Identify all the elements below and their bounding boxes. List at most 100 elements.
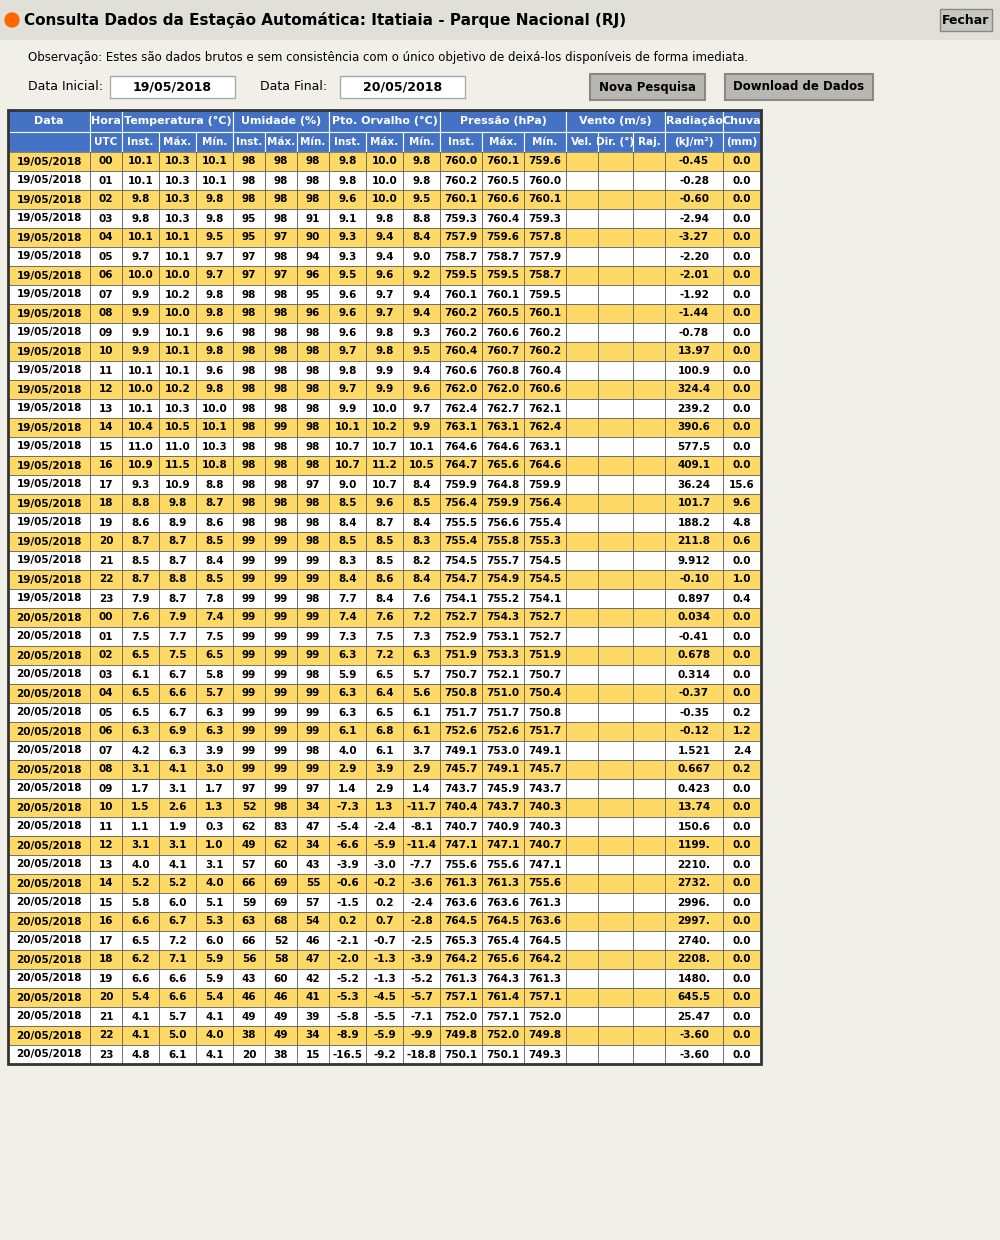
Bar: [524, 551, 566, 570]
Bar: [440, 342, 482, 361]
Bar: [90, 379, 122, 399]
Bar: [265, 570, 297, 589]
Text: 10.1: 10.1: [409, 441, 434, 451]
Bar: [665, 799, 723, 817]
Bar: [524, 742, 566, 760]
Text: 98: 98: [306, 460, 320, 470]
Bar: [90, 110, 122, 131]
Text: 0.7: 0.7: [375, 916, 394, 926]
Bar: [159, 1007, 196, 1025]
Bar: [233, 931, 265, 950]
Bar: [524, 570, 566, 589]
Bar: [297, 703, 329, 722]
Text: 98: 98: [242, 309, 256, 319]
Bar: [233, 322, 265, 342]
Bar: [90, 988, 122, 1007]
Text: 98: 98: [306, 517, 320, 527]
Text: 754.7: 754.7: [444, 574, 478, 584]
Bar: [90, 131, 122, 153]
Bar: [482, 703, 524, 722]
Bar: [633, 627, 665, 646]
Bar: [723, 665, 761, 684]
Text: 98: 98: [274, 195, 288, 205]
Text: 5.9: 5.9: [205, 973, 224, 983]
Bar: [440, 513, 482, 532]
Text: 97: 97: [242, 252, 256, 262]
Bar: [265, 779, 297, 799]
Text: -0.45: -0.45: [679, 156, 709, 166]
Bar: [366, 532, 403, 551]
Bar: [482, 722, 524, 742]
Text: 9.8: 9.8: [205, 346, 224, 357]
Text: 4.1: 4.1: [131, 1030, 150, 1040]
Bar: [122, 722, 159, 742]
Bar: [122, 513, 159, 532]
Bar: [440, 856, 482, 874]
Text: 8.5: 8.5: [338, 498, 357, 508]
Bar: [233, 131, 265, 153]
Bar: [297, 228, 329, 247]
Bar: [159, 570, 196, 589]
Bar: [265, 513, 297, 532]
Text: 0.0: 0.0: [733, 289, 751, 300]
Text: 765.3: 765.3: [444, 935, 478, 945]
Text: 5.8: 5.8: [205, 670, 224, 680]
Bar: [524, 494, 566, 513]
Bar: [482, 1025, 524, 1045]
Text: 23: 23: [99, 1049, 113, 1059]
Text: 20/05/2018: 20/05/2018: [16, 878, 82, 889]
Bar: [633, 950, 665, 968]
Bar: [233, 589, 265, 608]
Bar: [8, 153, 90, 171]
Bar: [566, 893, 598, 911]
Text: 6.1: 6.1: [412, 727, 431, 737]
Text: 750.7: 750.7: [444, 670, 478, 680]
Bar: [196, 608, 233, 627]
Bar: [196, 799, 233, 817]
Bar: [665, 247, 723, 267]
Text: (mm): (mm): [726, 136, 758, 148]
Bar: [297, 342, 329, 361]
Bar: [633, 171, 665, 190]
Text: 06: 06: [99, 270, 113, 280]
Bar: [265, 608, 297, 627]
Bar: [440, 988, 482, 1007]
Bar: [723, 742, 761, 760]
Text: 764.6: 764.6: [444, 441, 478, 451]
Bar: [566, 399, 598, 418]
Bar: [482, 285, 524, 304]
Text: 08: 08: [99, 765, 113, 775]
Bar: [265, 760, 297, 779]
Bar: [297, 418, 329, 436]
Bar: [122, 247, 159, 267]
Text: 6.7: 6.7: [168, 670, 187, 680]
Bar: [159, 836, 196, 856]
Bar: [723, 379, 761, 399]
Bar: [482, 342, 524, 361]
Bar: [265, 856, 297, 874]
Text: 99: 99: [274, 708, 288, 718]
Text: 324.4: 324.4: [677, 384, 711, 394]
Bar: [159, 665, 196, 684]
Text: 19/05/2018: 19/05/2018: [16, 309, 82, 319]
Text: 15: 15: [99, 898, 113, 908]
Text: -2.4: -2.4: [373, 821, 396, 832]
Bar: [90, 646, 122, 665]
Bar: [665, 893, 723, 911]
Bar: [233, 285, 265, 304]
Text: -2.0: -2.0: [336, 955, 359, 965]
Bar: [265, 684, 297, 703]
Bar: [90, 608, 122, 627]
Bar: [524, 304, 566, 322]
Text: 752.0: 752.0: [486, 1030, 520, 1040]
Text: 749.1: 749.1: [486, 765, 520, 775]
Bar: [233, 436, 265, 456]
Bar: [598, 722, 633, 742]
Text: 9.7: 9.7: [375, 309, 394, 319]
Bar: [297, 1025, 329, 1045]
Text: 10.1: 10.1: [128, 403, 153, 413]
Text: 3.0: 3.0: [205, 765, 224, 775]
Bar: [8, 703, 90, 722]
Text: 20/05/2018: 20/05/2018: [16, 784, 82, 794]
Bar: [265, 665, 297, 684]
